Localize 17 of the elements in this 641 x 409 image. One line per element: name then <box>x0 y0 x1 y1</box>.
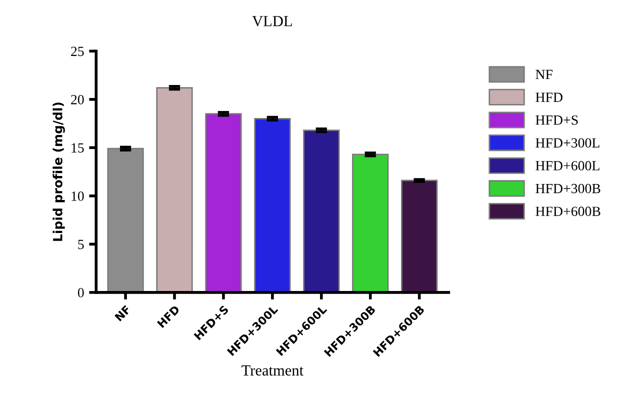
y-tick-label: 25 <box>71 46 84 56</box>
y-tick-label: 20 <box>71 94 84 104</box>
legend-label: HFD+600B <box>536 206 600 216</box>
legend-label: HFD+S <box>536 115 578 125</box>
legend-label: HFD+300L <box>536 138 600 148</box>
legend-label: HFD+300B <box>536 184 600 194</box>
x-axis-title: Treatment <box>242 365 304 376</box>
x-tick-label: NF <box>114 305 131 322</box>
legend-label: HFD <box>536 92 562 102</box>
y-tick-label: 5 <box>78 240 84 250</box>
legend-label: HFD+600L <box>536 161 600 170</box>
chart-title: VLDL <box>252 16 292 26</box>
y-tick-label: 0 <box>78 288 84 298</box>
y-axis-title: Lipid profile (mg/dl) <box>52 102 65 241</box>
y-tick-label: 10 <box>72 191 84 201</box>
legend-label: NF <box>536 70 552 79</box>
y-tick-label: 15 <box>72 143 84 153</box>
